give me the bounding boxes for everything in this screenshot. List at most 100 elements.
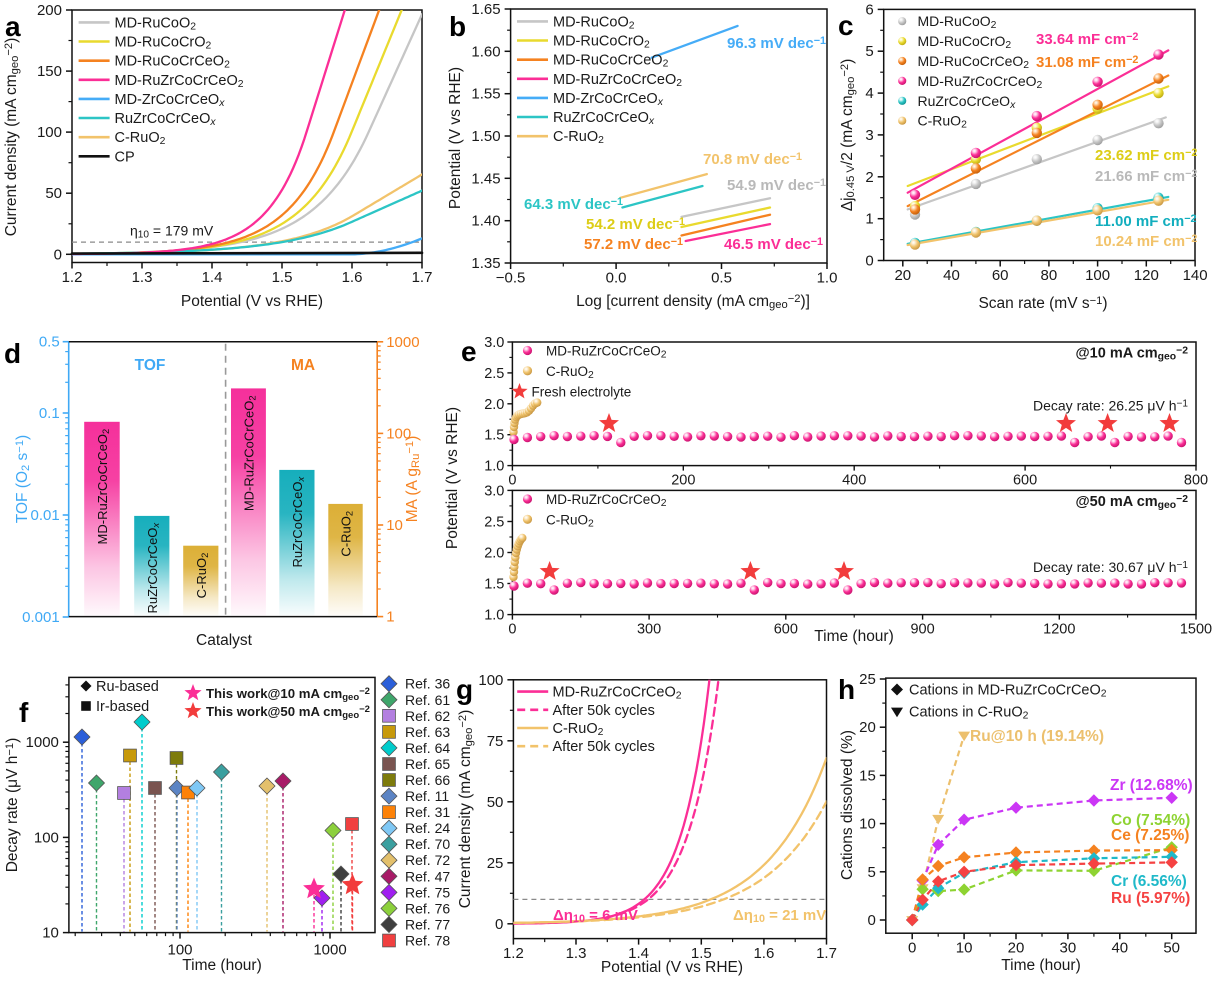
svg-text:0.01: 0.01 — [30, 507, 59, 524]
svg-text:0: 0 — [495, 916, 503, 933]
svg-text:C-RuO2: C-RuO2 — [546, 364, 594, 381]
svg-text:1: 1 — [386, 609, 394, 626]
svg-text:1.0: 1.0 — [484, 459, 504, 475]
svg-text:Ref. 65: Ref. 65 — [405, 756, 450, 772]
svg-text:Ref. 77: Ref. 77 — [405, 917, 450, 933]
svg-text:Ru-based: Ru-based — [96, 679, 159, 695]
svg-text:b: b — [449, 11, 466, 42]
svg-text:2.0: 2.0 — [484, 546, 504, 562]
svg-text:50: 50 — [45, 185, 62, 202]
svg-text:Δη10 = 6 mV: Δη10 = 6 mV — [553, 907, 638, 925]
svg-text:e: e — [461, 336, 477, 367]
svg-text:50: 50 — [1163, 940, 1180, 957]
svg-text:21.66 mF cm−2: 21.66 mF cm−2 — [1095, 168, 1197, 185]
svg-text:Δη10 = 21 mV: Δη10 = 21 mV — [733, 907, 826, 925]
svg-text:Ru (5.97%): Ru (5.97%) — [1111, 890, 1190, 907]
svg-text:0.001: 0.001 — [22, 609, 60, 626]
svg-text:1.60: 1.60 — [471, 43, 500, 60]
svg-text:Scan rate (mV s−1): Scan rate (mV s−1) — [978, 295, 1107, 312]
svg-text:10: 10 — [386, 517, 403, 534]
svg-text:1.35: 1.35 — [471, 255, 500, 272]
svg-text:20: 20 — [1008, 940, 1025, 957]
svg-text:60: 60 — [992, 267, 1009, 284]
svg-text:0.5: 0.5 — [39, 334, 60, 351]
svg-text:3.0: 3.0 — [484, 483, 504, 499]
svg-text:Ref. 75: Ref. 75 — [405, 884, 450, 900]
svg-text:Ref. 36: Ref. 36 — [405, 676, 450, 692]
svg-text:1.2: 1.2 — [503, 945, 524, 962]
svg-text:MD-RuCoCrO2: MD-RuCoCrO2 — [918, 33, 1012, 51]
svg-text:MA: MA — [291, 357, 315, 374]
svg-text:f: f — [19, 697, 29, 728]
svg-text:600: 600 — [774, 622, 798, 638]
svg-text:5: 5 — [865, 43, 873, 60]
svg-text:1500: 1500 — [1180, 622, 1212, 638]
svg-text:Ref. 66: Ref. 66 — [405, 772, 450, 788]
svg-text:46.5 mV dec−1: 46.5 mV dec−1 — [724, 236, 823, 253]
svg-text:0: 0 — [508, 473, 516, 489]
svg-text:MD-ZrCoCrCeOx: MD-ZrCoCrCeOx — [553, 91, 664, 108]
svg-text:C-RuO2: C-RuO2 — [115, 130, 166, 147]
svg-text:0: 0 — [865, 253, 873, 270]
svg-text:1.0: 1.0 — [484, 608, 504, 624]
svg-text:MD-RuZrCoCrCeO2: MD-RuZrCoCrCeO2 — [115, 73, 244, 90]
svg-text:1000: 1000 — [386, 334, 419, 351]
svg-text:Potential (V vs RHE): Potential (V vs RHE) — [601, 959, 743, 976]
svg-text:100: 100 — [478, 672, 503, 689]
svg-text:Current density (mA cmgeo−2): Current density (mA cmgeo−2) — [457, 710, 475, 909]
svg-text:100: 100 — [167, 942, 192, 959]
svg-text:0: 0 — [867, 912, 875, 929]
svg-text:0: 0 — [908, 940, 916, 957]
svg-text:Decay rate: 26.25 μV h−1: Decay rate: 26.25 μV h−1 — [1033, 398, 1188, 414]
svg-text:Ref. 76: Ref. 76 — [405, 900, 450, 916]
svg-text:1.3: 1.3 — [132, 269, 153, 286]
svg-text:TOF: TOF — [135, 357, 166, 374]
svg-text:Ref. 61: Ref. 61 — [405, 692, 450, 708]
svg-text:Potential (V vs RHE): Potential (V vs RHE) — [181, 293, 323, 310]
svg-text:31.08 mF cm−2: 31.08 mF cm−2 — [1036, 54, 1138, 71]
svg-text:5: 5 — [867, 864, 875, 881]
svg-text:40: 40 — [943, 267, 960, 284]
svg-text:20: 20 — [859, 719, 876, 736]
svg-text:100: 100 — [34, 829, 59, 846]
svg-text:Log [current density (mA cmgeo: Log [current density (mA cmgeo−2)] — [576, 293, 810, 311]
svg-text:Co (7.54%): Co (7.54%) — [1111, 812, 1190, 829]
svg-text:70.8 mV dec−1: 70.8 mV dec−1 — [703, 151, 802, 168]
svg-text:0: 0 — [508, 622, 516, 638]
svg-text:C-RuO2: C-RuO2 — [194, 553, 210, 599]
svg-text:Current density (mA cmgeo−2): Current density (mA cmgeo−2) — [3, 38, 21, 237]
svg-text:MD-RuZrCoCrCeO2: MD-RuZrCoCrCeO2 — [553, 685, 682, 702]
svg-text:3.0: 3.0 — [484, 335, 504, 351]
svg-text:This work@10 mA cmgeo−2: This work@10 mA cmgeo−2 — [206, 686, 370, 703]
svg-text:RuZrCoCrCeOx: RuZrCoCrCeOx — [553, 110, 655, 127]
svg-text:CP: CP — [115, 149, 135, 165]
svg-text:MD-ZrCoCrCeOx: MD-ZrCoCrCeOx — [115, 92, 226, 109]
svg-text:100: 100 — [386, 425, 411, 442]
svg-text:800: 800 — [1184, 473, 1208, 489]
svg-text:200: 200 — [671, 473, 695, 489]
svg-text:2.5: 2.5 — [484, 366, 504, 382]
svg-text:RuZrCoCrCeOx: RuZrCoCrCeOx — [918, 93, 1017, 111]
svg-text:23.62 mF cm−2: 23.62 mF cm−2 — [1095, 147, 1197, 164]
svg-text:10.24 mF cm−2: 10.24 mF cm−2 — [1095, 233, 1197, 250]
svg-text:Decay rate (μV h−1): Decay rate (μV h−1) — [4, 738, 21, 873]
svg-text:1.5: 1.5 — [691, 945, 712, 962]
svg-text:a: a — [5, 11, 21, 42]
svg-text:33.64 mF cm−2: 33.64 mF cm−2 — [1036, 31, 1138, 48]
svg-text:300: 300 — [637, 622, 661, 638]
svg-text:25: 25 — [859, 671, 876, 688]
svg-text:2: 2 — [865, 169, 873, 186]
svg-text:RuZrCoCrCeOx: RuZrCoCrCeOx — [115, 111, 217, 128]
svg-text:Time (hour): Time (hour) — [814, 628, 894, 645]
svg-text:η10 = 179 mV: η10 = 179 mV — [130, 223, 214, 241]
svg-text:MD-RuZrCoCrCeO2: MD-RuZrCoCrCeO2 — [546, 344, 667, 361]
svg-text:Cations in C-RuO2: Cations in C-RuO2 — [909, 705, 1029, 722]
svg-text:Cr (6.56%): Cr (6.56%) — [1111, 873, 1187, 890]
svg-text:RuZrCoCrCeOx: RuZrCoCrCeOx — [290, 477, 306, 568]
svg-text:1.65: 1.65 — [471, 1, 500, 18]
svg-text:57.2 mV dec−1: 57.2 mV dec−1 — [584, 236, 683, 253]
svg-text:Fresh electrolyte: Fresh electrolyte — [532, 385, 632, 400]
svg-text:1.4: 1.4 — [628, 945, 649, 962]
svg-text:600: 600 — [1013, 473, 1037, 489]
svg-text:Zr (12.68%): Zr (12.68%) — [1110, 777, 1193, 794]
